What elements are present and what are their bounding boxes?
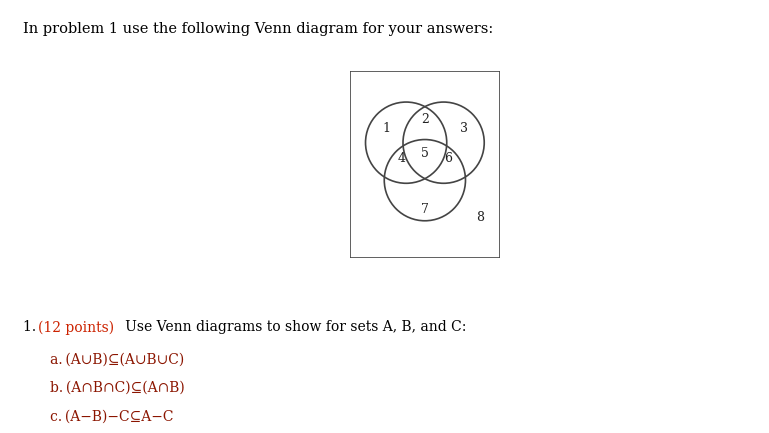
Text: Use Venn diagrams to show for sets A, B, and C:: Use Venn diagrams to show for sets A, B,… (112, 320, 466, 334)
Text: 1: 1 (382, 122, 390, 135)
Text: 5: 5 (421, 147, 429, 160)
Text: 6: 6 (444, 152, 453, 165)
Text: 3: 3 (460, 122, 468, 135)
Text: 1.: 1. (23, 320, 41, 334)
Text: b. (A∩B∩C)⊆(A∩B): b. (A∩B∩C)⊆(A∩B) (50, 381, 185, 395)
Text: 7: 7 (421, 203, 429, 216)
Text: In problem 1 use the following Venn diagram for your answers:: In problem 1 use the following Venn diag… (23, 22, 494, 36)
Text: c. (A−B)−C⊆A−C: c. (A−B)−C⊆A−C (50, 409, 174, 423)
Text: 2: 2 (421, 113, 429, 126)
Text: (12 points): (12 points) (38, 320, 115, 335)
Text: 4: 4 (397, 152, 405, 165)
Text: a. (A∪B)⊆(A∪B∪C): a. (A∪B)⊆(A∪B∪C) (50, 353, 185, 367)
Text: 8: 8 (476, 211, 484, 224)
